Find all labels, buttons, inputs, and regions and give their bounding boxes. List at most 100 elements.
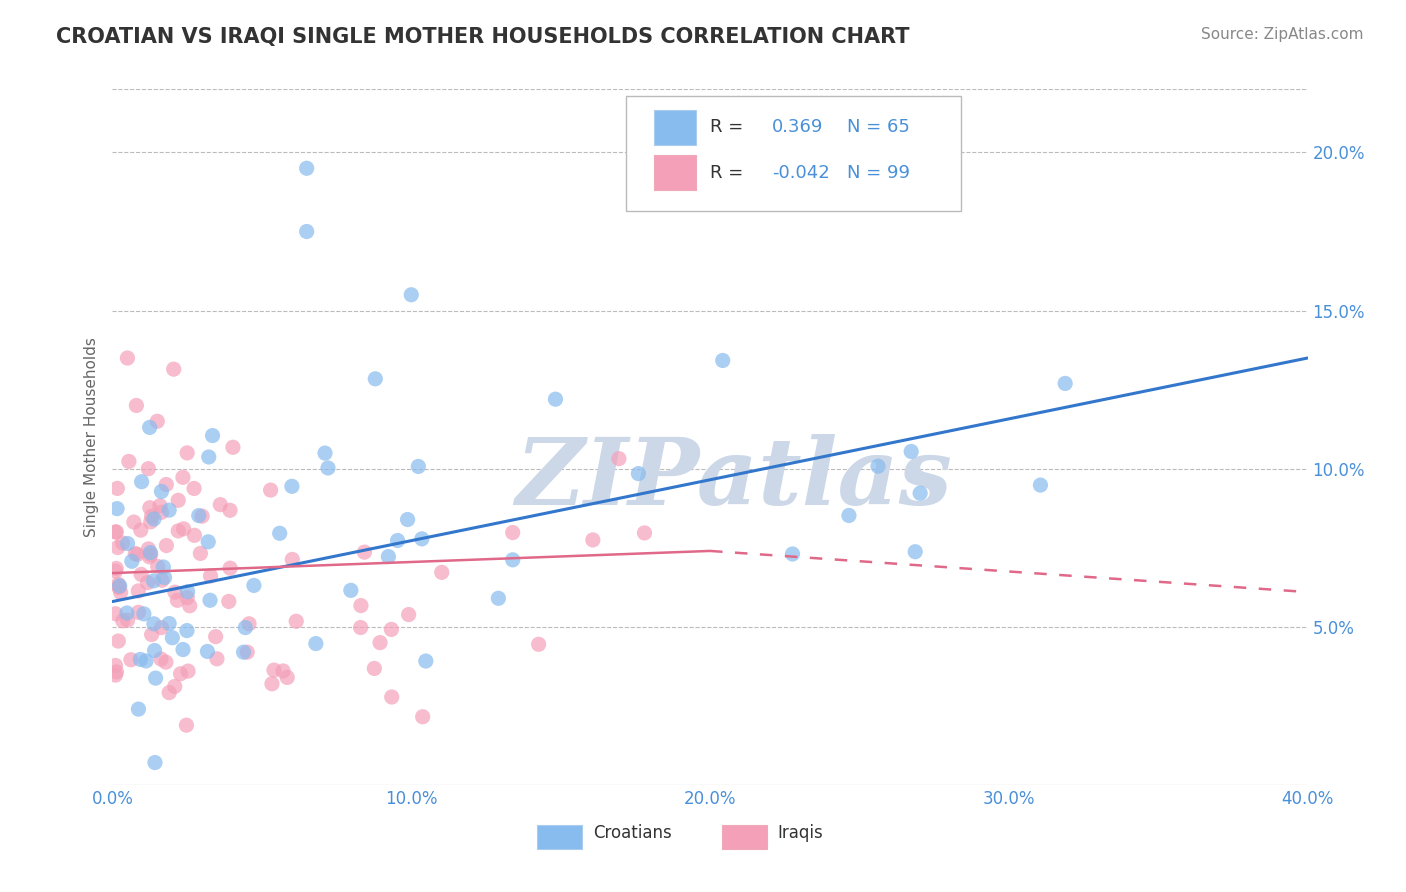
Point	[150, 505, 173, 519]
Point	[582, 533, 605, 547]
Text: -0.042: -0.042	[772, 164, 830, 182]
FancyBboxPatch shape	[654, 110, 696, 145]
Point	[607, 451, 630, 466]
Point	[135, 654, 157, 668]
Point	[368, 635, 391, 649]
Point	[146, 559, 169, 574]
Point	[285, 614, 308, 628]
Point	[281, 479, 304, 493]
Point	[398, 607, 420, 622]
Point	[219, 561, 242, 575]
Point	[155, 655, 177, 669]
Point	[380, 623, 402, 637]
Point	[866, 459, 889, 474]
Point	[150, 621, 173, 635]
Point	[107, 634, 129, 648]
Point	[219, 503, 242, 517]
Point	[162, 631, 184, 645]
Point	[131, 475, 153, 489]
Text: Iraqis: Iraqis	[778, 824, 823, 842]
FancyBboxPatch shape	[654, 155, 696, 190]
Text: Source: ZipAtlas.com: Source: ZipAtlas.com	[1201, 27, 1364, 42]
Point	[107, 541, 129, 555]
Point	[121, 554, 143, 568]
Point	[108, 580, 131, 594]
Point	[125, 399, 148, 413]
Point	[236, 645, 259, 659]
Point	[138, 420, 160, 434]
Point	[408, 459, 430, 474]
Point	[136, 575, 159, 590]
Point	[271, 664, 294, 678]
Point	[163, 585, 186, 599]
Point	[176, 584, 198, 599]
Point	[235, 621, 257, 635]
Point	[107, 580, 129, 594]
Point	[218, 594, 240, 608]
Point	[163, 362, 186, 376]
Point	[127, 548, 149, 562]
Text: ZIPatlas: ZIPatlas	[516, 434, 952, 524]
Point	[295, 161, 318, 176]
Point	[349, 621, 371, 635]
Point	[295, 225, 318, 239]
Point	[110, 585, 132, 599]
Text: 0.369: 0.369	[772, 119, 824, 136]
Point	[316, 461, 339, 475]
Point	[117, 613, 139, 627]
Text: N = 99: N = 99	[848, 164, 911, 182]
Point	[143, 512, 166, 526]
Point	[138, 461, 160, 475]
Point	[115, 606, 138, 620]
Point	[167, 524, 190, 538]
Point	[838, 508, 860, 523]
Point	[128, 605, 150, 619]
Point	[183, 528, 205, 542]
Point	[155, 539, 177, 553]
Point	[141, 627, 163, 641]
Point	[396, 512, 419, 526]
Point	[263, 663, 285, 677]
Point	[104, 564, 127, 578]
Point	[166, 593, 188, 607]
Point	[139, 546, 162, 560]
Point	[176, 718, 198, 732]
Point	[412, 710, 434, 724]
Point	[138, 549, 160, 564]
Point	[401, 287, 423, 301]
Point	[117, 351, 139, 365]
Point	[527, 637, 550, 651]
Point	[544, 392, 567, 407]
Point	[411, 532, 433, 546]
Text: R =: R =	[710, 119, 755, 136]
Point	[243, 578, 266, 592]
Point	[190, 546, 212, 560]
Point	[104, 607, 127, 621]
Point	[908, 486, 931, 500]
Point	[276, 670, 298, 684]
Point	[141, 509, 163, 524]
Point	[364, 372, 387, 386]
Point	[377, 549, 399, 564]
Point	[1029, 478, 1052, 492]
FancyBboxPatch shape	[627, 96, 962, 211]
Point	[129, 567, 152, 582]
Point	[157, 616, 180, 631]
Point	[105, 665, 128, 679]
Point	[191, 509, 214, 524]
Point	[104, 668, 127, 682]
Point	[340, 583, 363, 598]
Point	[205, 652, 228, 666]
Point	[139, 500, 162, 515]
Point	[381, 690, 404, 704]
Point	[111, 536, 134, 550]
Point	[138, 541, 160, 556]
Point	[627, 467, 650, 481]
Point	[900, 444, 922, 458]
Point	[105, 501, 128, 516]
Point	[173, 522, 195, 536]
Point	[118, 454, 141, 468]
Point	[269, 526, 291, 541]
Point	[145, 671, 167, 685]
Point	[163, 680, 186, 694]
